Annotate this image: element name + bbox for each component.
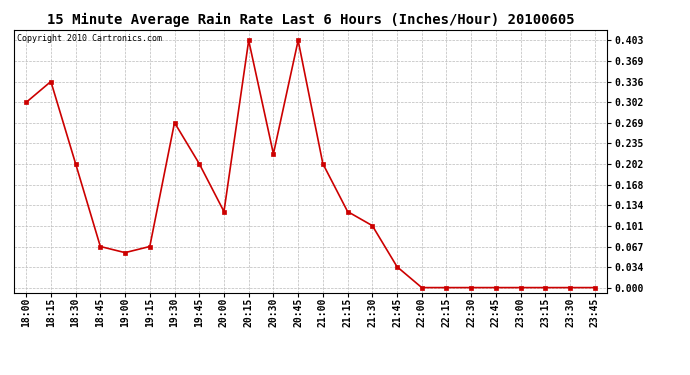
Text: Copyright 2010 Cartronics.com: Copyright 2010 Cartronics.com xyxy=(17,34,161,43)
Title: 15 Minute Average Rain Rate Last 6 Hours (Inches/Hour) 20100605: 15 Minute Average Rain Rate Last 6 Hours… xyxy=(47,13,574,27)
